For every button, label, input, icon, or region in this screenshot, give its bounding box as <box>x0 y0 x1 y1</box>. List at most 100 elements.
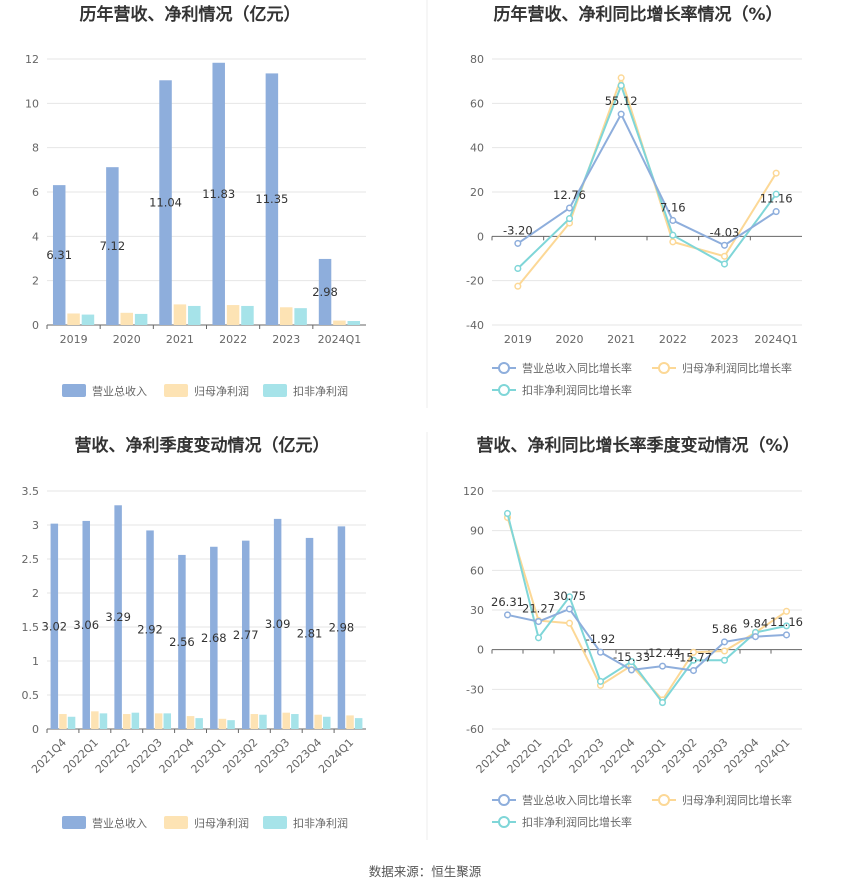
legend-marker <box>498 794 510 806</box>
bar-1 <box>265 73 279 326</box>
legend-label: 归母净利润同比增长率 <box>682 361 792 375</box>
data-label: -4.03 <box>710 225 740 239</box>
series-line-3 <box>517 82 777 270</box>
y-tick-label: -40 <box>466 319 484 332</box>
data-label: 5.86 <box>712 622 738 636</box>
legend-label: 营业总收入 <box>92 384 147 398</box>
y-tick-label: -60 <box>466 723 484 736</box>
bar-2 <box>346 715 354 729</box>
bar-3 <box>131 712 140 729</box>
series-point-1 <box>617 110 625 118</box>
bar-2 <box>282 712 290 729</box>
bar-3 <box>81 314 95 325</box>
bar-3 <box>241 305 254 325</box>
series-point-1 <box>503 611 512 619</box>
series-point-1 <box>565 605 574 613</box>
chart-3: 营收、净利季度变动情况（亿元）00.511.522.533.52021Q4202… <box>22 435 366 830</box>
bar-2 <box>123 714 131 729</box>
data-label: 2.68 <box>201 631 227 645</box>
bar-3 <box>227 720 235 729</box>
y-tick-label: 10 <box>25 97 39 110</box>
y-tick-label: 6 <box>32 186 39 199</box>
series-point-1 <box>565 204 574 212</box>
bar-1 <box>159 80 172 325</box>
series-point-3 <box>669 231 677 239</box>
series-point-3 <box>658 699 667 707</box>
series-point-2 <box>669 238 677 246</box>
bar-3 <box>163 713 172 729</box>
series-point-1 <box>782 631 791 639</box>
legend-marker <box>658 794 670 806</box>
y-tick-label: -20 <box>466 275 484 288</box>
data-label: 3.29 <box>105 610 131 624</box>
series-point-2 <box>720 252 729 260</box>
data-label: 2.98 <box>312 285 338 299</box>
data-label: 2.81 <box>297 626 323 640</box>
y-tick-label: 3.5 <box>22 485 40 498</box>
y-tick-label: 120 <box>463 485 484 498</box>
data-label: 2.56 <box>169 635 195 649</box>
bar-3 <box>259 714 267 729</box>
bar-2 <box>186 716 195 729</box>
chart-1: 历年营收、净利情况（亿元） 0 2 4 6 8 10 12 2019 2020 2021 2022 20… <box>25 4 366 398</box>
data-label: 6.31 <box>46 248 72 262</box>
legend-label: 归母净利润同比增长率 <box>682 793 792 807</box>
series-point-2 <box>514 282 522 290</box>
series-point-3 <box>565 593 574 601</box>
y-tick-label: 1.5 <box>22 621 40 634</box>
x-tick-label: 2021 <box>166 333 194 346</box>
bar-3 <box>134 313 148 325</box>
series-point-2 <box>782 607 791 615</box>
chart-title: 营收、净利季度变动情况（亿元） <box>75 435 330 456</box>
legend-label: 归母净利润 <box>194 384 249 398</box>
bar-3 <box>188 305 201 325</box>
bar-1 <box>106 167 119 325</box>
series-point-1 <box>596 648 605 656</box>
series-point-3 <box>627 658 636 666</box>
series-point-3 <box>514 264 522 273</box>
series-point-1 <box>669 216 677 225</box>
y-tick-label: 3 <box>32 519 39 532</box>
x-tick-label: 2022 <box>219 333 247 346</box>
series-point-1 <box>689 666 698 675</box>
bar-3 <box>291 714 299 729</box>
data-label: -15.33 <box>613 650 650 664</box>
bar-1 <box>212 62 225 325</box>
data-label: 9.84 <box>743 617 769 631</box>
bar-2 <box>333 320 346 325</box>
series-line-1 <box>507 607 787 672</box>
data-label: 7.12 <box>100 239 126 253</box>
x-tick-label: 2024Q1 <box>316 736 356 776</box>
data-label: 26.31 <box>491 595 524 609</box>
legend-marker <box>498 362 510 374</box>
data-label: 2.77 <box>233 628 259 642</box>
legend-label: 营业总收入同比增长率 <box>522 361 632 375</box>
bar-1 <box>146 530 154 729</box>
series-line-1 <box>517 111 777 247</box>
legend-label: 扣非净利润同比增长率 <box>522 383 632 397</box>
y-tick-label: 80 <box>470 53 484 66</box>
bar-1 <box>82 520 90 729</box>
series-point-2 <box>689 648 698 656</box>
chart-4: 营收、净利同比增长率季度变动情况（%）-60-3003060901202021Q… <box>463 435 803 829</box>
data-label: -1.92 <box>586 632 616 646</box>
legend-label: 归母净利润 <box>194 816 249 830</box>
data-label: -12.44 <box>644 646 681 660</box>
series-point-2 <box>720 647 729 655</box>
series-point-3 <box>689 656 698 664</box>
y-tick-label: 40 <box>470 142 484 155</box>
chart-2: 历年营收、净利同比增长率情况（%） -40 -20 0 20 40 60 80 2019 2020… <box>466 4 802 397</box>
data-label: 2.92 <box>137 623 163 637</box>
series-point-3 <box>565 215 574 223</box>
x-tick-label: 2024Q1 <box>754 333 798 346</box>
legend-marker <box>658 362 670 374</box>
bar-1 <box>50 523 59 729</box>
bar-3 <box>323 716 331 729</box>
legend-marker <box>498 384 510 396</box>
series-point-1 <box>751 633 760 641</box>
bar-2 <box>91 711 99 729</box>
bar-3 <box>99 713 108 729</box>
legend-swatch <box>62 384 86 397</box>
y-tick-label: 0 <box>477 644 484 657</box>
bar-1 <box>178 554 186 729</box>
